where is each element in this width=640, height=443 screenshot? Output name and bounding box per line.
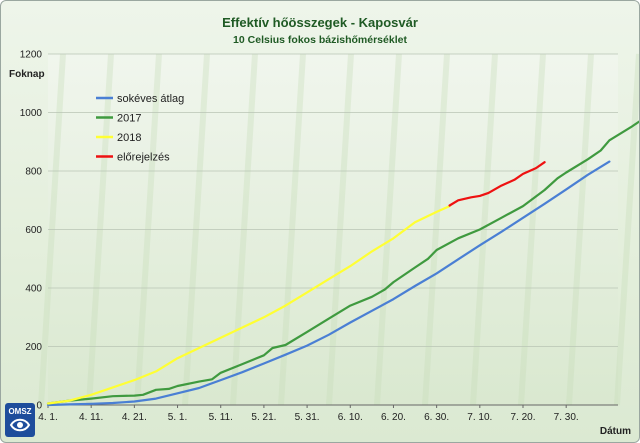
legend: sokéves átlag 2017 2018 előrejelzés [96,93,184,164]
x-tick-label: 7. 20. [510,412,535,423]
y-tick-label: 0 [36,401,42,412]
x-tick-label: 7. 10. [467,412,492,423]
series-line-1 [46,160,611,407]
x-tick-label: 5. 21. [251,412,276,423]
chart-title: Effektív hőösszegek - Kaposvár [222,15,418,30]
gridlines [48,53,618,347]
crop-row-stripe [614,53,639,406]
y-tick-label: 1200 [20,50,43,61]
y-tick-label: 600 [25,225,42,236]
legend-label: előrejelzés [117,152,170,164]
series-line-4 [448,161,546,207]
omsz-logo: OMSZ [5,403,35,437]
chart-subtitle: 10 Celsius fokos bázishőmérséklet [233,34,407,46]
x-tick-label: 5. 31. [295,412,320,423]
x-tick-label: 4. 1. [38,412,57,423]
y-tick-labels: 0 200 400 600 800 1000 1200 [20,50,43,412]
series-line-3 [46,205,451,405]
series-line-2 [46,120,639,405]
x-tick-label: 7. 30. [554,412,579,423]
x-tick-label: 5. 1. [168,412,187,423]
series-lines [46,120,639,407]
y-tick-label: 1000 [20,108,43,119]
x-tick-label: 5. 11. [209,412,233,423]
y-axis-label: Foknap [9,69,45,80]
legend-label: 2018 [117,132,141,144]
svg-text:OMSZ: OMSZ [8,407,31,416]
x-tick-label: 6. 10. [338,412,363,423]
x-tick-label: 4. 11. [79,412,103,423]
legend-label: 2017 [117,113,141,125]
legend-label: sokéves átlag [117,93,184,105]
x-tick-labels: 4. 1. 4. 11. 4. 21. 5. 1. 5. 11. 5. 21. 5. 31.… [38,405,579,423]
x-axis-label: Dátum [600,426,631,437]
y-tick-label: 200 [25,342,42,353]
x-tick-label: 4. 21. [122,412,147,423]
y-tick-label: 400 [25,284,42,295]
x-tick-label: 6. 20. [381,412,406,423]
x-tick-label: 6. 30. [424,412,449,423]
y-tick-label: 800 [25,167,42,178]
